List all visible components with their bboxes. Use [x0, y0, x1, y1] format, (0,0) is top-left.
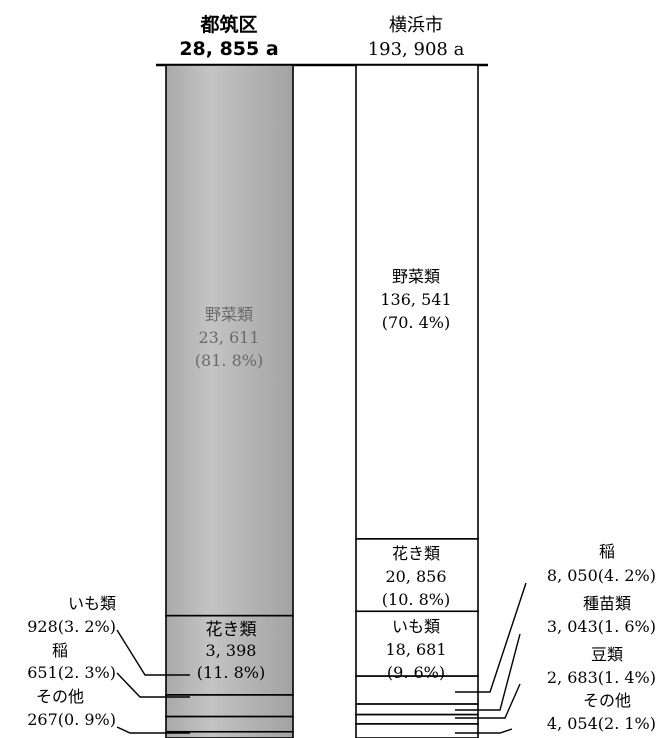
segment-name: 野菜類: [392, 267, 440, 286]
callout-tsuzuki-other: その他 267(0. 9%): [27, 687, 190, 734]
segment-label-yokohama-vegetables: 野菜類 136, 541 (70. 4%): [380, 267, 451, 332]
callout-name: 豆類: [591, 645, 623, 664]
segment-label-tsuzuki-vegetables: 野菜類 23, 611 (81. 8%): [195, 305, 263, 370]
bar-column-yokohama: [355, 64, 479, 738]
bar-segment-tsuzuki-3: [165, 715, 294, 733]
callout-tsuzuki-potatoes: いも類 928(3. 2%): [27, 594, 190, 676]
callout-value: 267(0. 9%): [27, 710, 116, 729]
bar-segment-yokohama-5: [355, 713, 479, 725]
callout-value: 2, 683(1. 4%): [547, 668, 656, 687]
column-title-tsuzuki: 都筑区: [199, 13, 257, 36]
segment-value: 18, 681: [385, 640, 446, 659]
callout-value: 3, 043(1. 6%): [547, 617, 656, 636]
column-total-tsuzuki: 28, 855 a: [179, 38, 278, 60]
segment-value: 136, 541: [380, 290, 451, 309]
segment-value: 3, 398: [206, 641, 257, 660]
segment-name: 野菜類: [205, 305, 253, 324]
callout-value: 651(2. 3%): [27, 663, 116, 682]
column-total-yokohama: 193, 908 a: [368, 39, 465, 60]
callout-leader-line: [116, 672, 190, 698]
bar-column-tsuzuki: [165, 64, 294, 738]
callout-leader-line: [116, 629, 190, 676]
segment-percent: (11. 8%): [197, 663, 265, 682]
bar-segment-tsuzuki-2: [165, 694, 294, 718]
bar-segment-yokohama-6: [355, 723, 479, 738]
segment-value: 23, 611: [198, 328, 259, 347]
segment-label-tsuzuki-flowers: 花き類 3, 398 (11. 8%): [197, 620, 265, 682]
bar-segment-yokohama-1: [355, 538, 479, 613]
segment-name: いも類: [392, 617, 440, 636]
callout-value: 928(3. 2%): [27, 617, 116, 636]
callout-name: その他: [583, 691, 631, 710]
segment-value: 20, 856: [385, 567, 446, 586]
callout-name: 稲: [52, 641, 68, 660]
callout-value: 4, 054(2. 1%): [547, 714, 656, 733]
callout-yokohama-beans: 豆類 2, 683(1. 4%): [455, 645, 656, 719]
callout-leader-line: [455, 633, 521, 711]
bar-segment-yokohama-2: [355, 610, 479, 677]
segment-name: 花き類: [206, 620, 257, 640]
callout-name: いも類: [68, 594, 116, 613]
callout-value: 8, 050(4. 2%): [547, 566, 656, 585]
bar-segment-yokohama-0: [355, 64, 479, 540]
callout-leader-line: [455, 683, 521, 719]
bar-segment-yokohama-3: [355, 675, 479, 705]
bar-segment-tsuzuki-4: [165, 730, 294, 738]
callout-leader-line: [116, 726, 190, 734]
segment-percent: (9. 6%): [387, 663, 445, 682]
callout-yokohama-other: その他 4, 054(2. 1%): [455, 691, 656, 734]
callout-name: 種苗類: [583, 594, 631, 613]
column-title-yokohama: 横浜市: [389, 15, 443, 36]
bar-segment-tsuzuki-1: [165, 614, 294, 696]
segment-name: 花き類: [392, 544, 440, 563]
segment-label-yokohama-potatoes: いも類 18, 681 (9. 6%): [385, 617, 446, 682]
callout-name: 稲: [599, 542, 615, 561]
callout-tsuzuki-rice: 稲 651(2. 3%): [27, 641, 190, 698]
segment-label-yokohama-flowers: 花き類 20, 856 (10. 8%): [382, 544, 450, 609]
callout-leader-line: [455, 582, 527, 693]
segment-percent: (81. 8%): [195, 351, 263, 370]
callout-name: その他: [36, 687, 84, 706]
callout-yokohama-rice: 稲 8, 050(4. 2%): [455, 542, 656, 693]
segment-percent: (10. 8%): [382, 590, 450, 609]
callout-leader-line: [455, 728, 513, 734]
segment-percent: (70. 4%): [382, 313, 450, 332]
callout-yokohama-seedlings: 種苗類 3, 043(1. 6%): [455, 594, 656, 711]
